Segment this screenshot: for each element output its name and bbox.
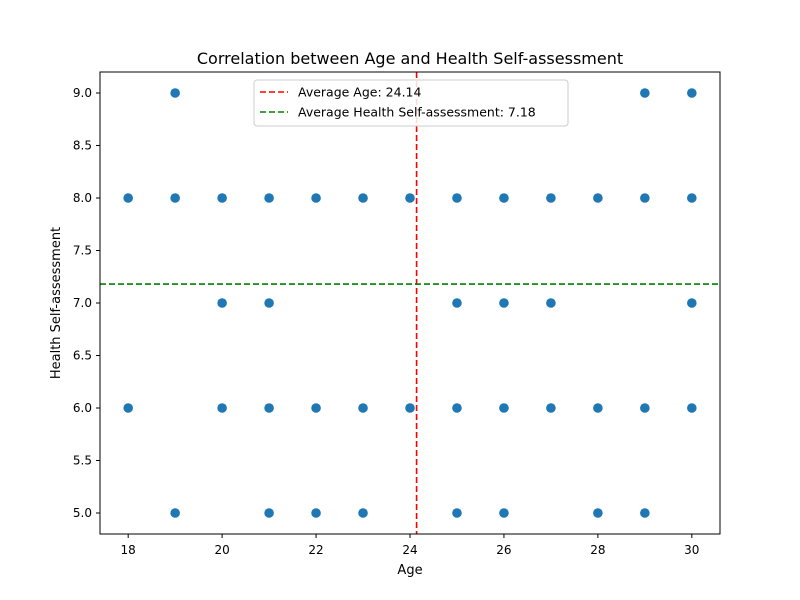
legend-entry: Average Age: 24.14 [298, 85, 421, 100]
data-point [311, 193, 321, 203]
data-point [687, 403, 697, 413]
data-point [264, 508, 274, 518]
y-tick-label: 9.0 [73, 86, 92, 100]
y-tick-label: 8.5 [73, 139, 92, 153]
x-tick-label: 18 [121, 543, 136, 557]
data-point [640, 508, 650, 518]
data-point [217, 193, 227, 203]
data-point [452, 403, 462, 413]
data-point [264, 298, 274, 308]
data-point [640, 193, 650, 203]
data-point [311, 508, 321, 518]
plot-area: 18 20 22 24 26 28 30 5.0 5.5 6.0 6.5 7.0 7.5 8.0 8.5 9.… [73, 71, 721, 557]
data-point [593, 508, 603, 518]
data-point [452, 298, 462, 308]
legend [253, 79, 569, 127]
y-tick-label: 8.0 [73, 191, 92, 205]
data-point [264, 193, 274, 203]
data-point [640, 88, 650, 98]
data-point [452, 508, 462, 518]
data-point [687, 193, 697, 203]
chart-title: Correlation between Age and Health Self-… [197, 49, 623, 68]
data-point [499, 193, 509, 203]
data-point [358, 403, 368, 413]
y-tick-label: 5.5 [73, 454, 92, 468]
axes-frame [99, 71, 721, 535]
x-tick-label: 26 [496, 543, 511, 557]
data-point [311, 403, 321, 413]
data-point [499, 403, 509, 413]
y-axis-label: Health Self-assessment [49, 227, 64, 379]
legend-entry: Average Health Self-assessment: 7.18 [298, 105, 536, 120]
data-point [452, 193, 462, 203]
data-point [217, 298, 227, 308]
y-tick-label: 5.0 [73, 506, 92, 520]
data-point [546, 298, 556, 308]
y-tick-label: 6.0 [73, 401, 92, 415]
data-point [499, 508, 509, 518]
data-point [405, 193, 415, 203]
data-point [593, 403, 603, 413]
y-tick-label: 7.5 [73, 244, 92, 258]
data-point [170, 508, 180, 518]
data-point [123, 193, 133, 203]
y-tick-label: 6.5 [73, 349, 92, 363]
data-point [687, 298, 697, 308]
x-tick-label: 22 [308, 543, 323, 557]
data-point [546, 403, 556, 413]
data-point [640, 403, 650, 413]
data-point [593, 193, 603, 203]
data-point [170, 193, 180, 203]
data-point [358, 193, 368, 203]
data-point [499, 298, 509, 308]
x-tick-label: 24 [402, 543, 417, 557]
x-tick-label: 28 [590, 543, 605, 557]
data-point [217, 403, 227, 413]
data-point [123, 403, 133, 413]
data-point [264, 403, 274, 413]
x-axis-label: Age [397, 563, 422, 578]
x-tick-label: 30 [684, 543, 699, 557]
data-point [687, 88, 697, 98]
data-point [405, 403, 415, 413]
y-tick-label: 7.0 [73, 296, 92, 310]
data-point [546, 193, 556, 203]
data-point [358, 508, 368, 518]
data-point [170, 88, 180, 98]
x-tick-label: 20 [214, 543, 229, 557]
